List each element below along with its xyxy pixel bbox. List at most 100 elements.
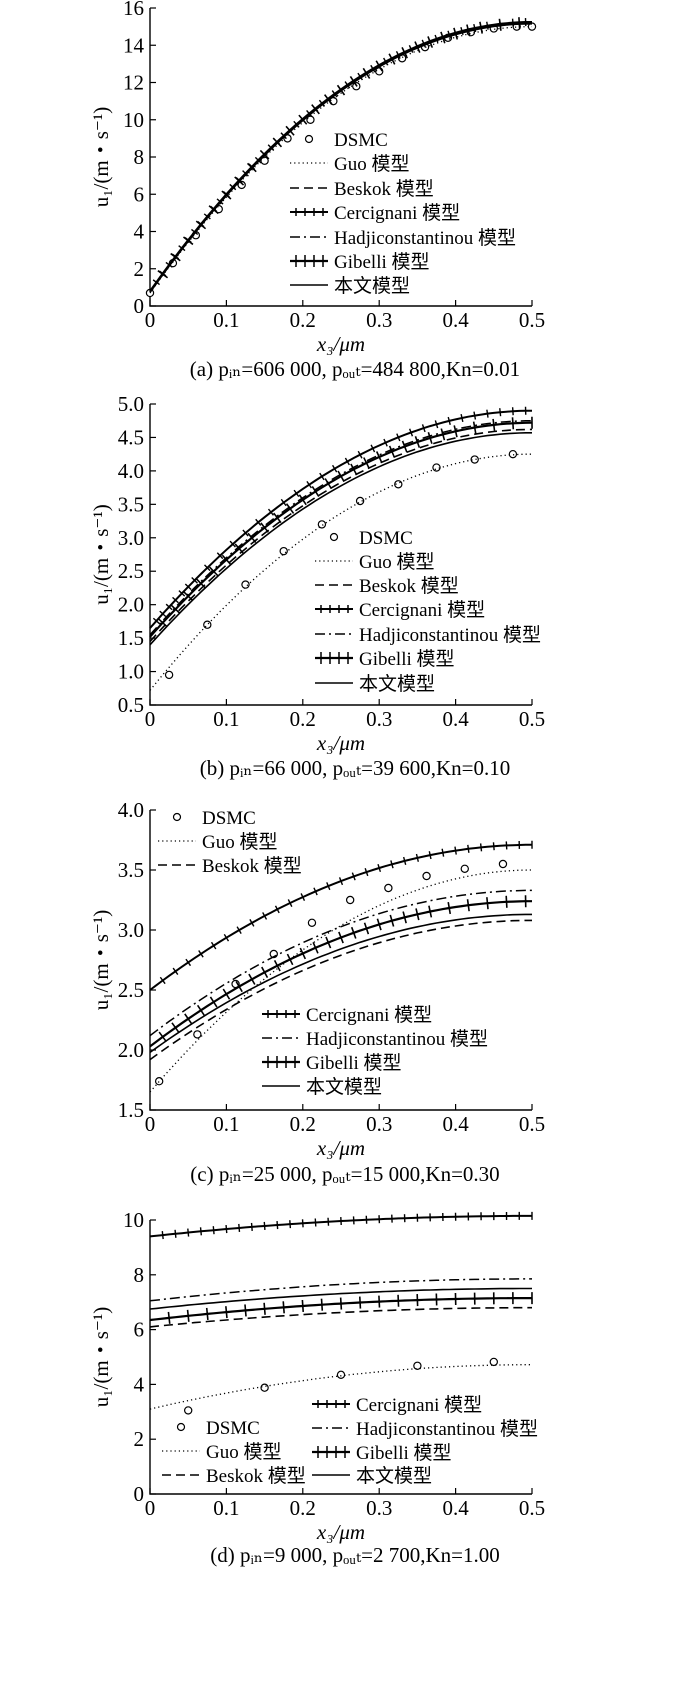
series-marker-tick (427, 431, 433, 444)
data-point-dsmc (489, 1357, 498, 1367)
series-marker-tick (184, 1013, 193, 1025)
legend-marker-dsmc (176, 1422, 186, 1432)
legend-entry-gibelli: Gibelli 模型 (334, 251, 430, 273)
series-marker-tick (298, 494, 307, 506)
series-marker-tick (157, 618, 168, 628)
series-marker-tick (312, 942, 319, 954)
series-marker-tick (255, 518, 262, 526)
series-marker-tick (377, 864, 382, 873)
y-axis-label: u₁/(m・s⁻¹) (89, 1307, 113, 1408)
y-tick-label: 4.5 (118, 425, 144, 449)
legend-entry-beskok: Beskok 模型 (334, 178, 434, 200)
series-line-present (149, 1287, 532, 1310)
series-marker-tick (250, 1222, 253, 1231)
series-marker-tick (172, 596, 179, 604)
series-line-beskok (149, 428, 533, 643)
data-point-dsmc (193, 1030, 202, 1039)
series-marker-tick (273, 960, 281, 972)
legend-entry-gibelli: Gibelli 模型 (306, 1052, 402, 1074)
legend-entry-gibelli: Gibelli 模型 (356, 1442, 452, 1464)
panel-caption: (c) pᵢₙ=25 000, pₒᵤₜ=15 000,Kn=0.30 (190, 1162, 499, 1186)
series-marker-tick (370, 444, 376, 453)
series-marker-tick (427, 36, 434, 48)
series-marker-tick (434, 420, 439, 429)
series-marker-tick (209, 996, 218, 1008)
series-marker-tick (337, 470, 345, 482)
series-marker-tick (492, 842, 495, 851)
data-point-dsmc (154, 1076, 164, 1086)
y-tick-label: 5.0 (118, 392, 144, 416)
series-marker-tick (453, 27, 459, 40)
series-line-cercignani (149, 409, 532, 629)
series-marker-tick (401, 440, 408, 453)
series-marker-tick (324, 478, 333, 490)
series-line-beskok (149, 919, 532, 1061)
series-marker-tick (187, 1228, 190, 1237)
series-marker-tick (472, 421, 477, 434)
data-point-dsmc (241, 580, 250, 589)
series-marker-tick (375, 451, 383, 463)
legend-entry-beskok: Beskok 模型 (359, 575, 459, 597)
y-tick-label: 8 (134, 1263, 145, 1287)
series-marker-tick (402, 856, 407, 865)
series-marker-tick (225, 1306, 228, 1319)
x-tick-label: 0.1 (213, 308, 239, 332)
data-point-dsmc (345, 895, 355, 905)
series-marker-tick (388, 445, 395, 458)
series-marker-tick (350, 463, 358, 476)
data-point-dsmc (183, 1406, 193, 1415)
y-tick-label: 1.5 (118, 626, 144, 650)
series-marker-tick (383, 438, 388, 447)
panel-caption: (d) pᵢₙ=9 000, pₒᵤₜ=2 700,Kn=1.00 (210, 1543, 500, 1567)
series-marker-tick (344, 457, 350, 466)
series-marker-tick (363, 922, 370, 935)
x-axis-label: x₃/μm (316, 332, 365, 356)
series-marker-tick (389, 914, 395, 927)
y-tick-label: 10 (123, 1208, 144, 1232)
y-axis-label: u₁/(m・s⁻¹) (89, 107, 113, 208)
series-marker-tick (165, 603, 173, 611)
x-tick-label: 0.5 (519, 1112, 545, 1136)
y-tick-label: 2.5 (118, 559, 144, 583)
series-marker-tick (311, 485, 320, 497)
x-tick-label: 0.1 (213, 1496, 239, 1520)
x-tick-label: 0.4 (442, 1112, 469, 1136)
x-tick-label: 0 (145, 308, 156, 332)
series-line-guo (149, 869, 533, 1093)
series-marker-tick (467, 844, 470, 853)
x-tick-label: 0.1 (213, 707, 239, 731)
series-marker-tick (479, 21, 484, 34)
y-tick-label: 3.5 (118, 858, 144, 882)
data-point-dsmc (307, 918, 317, 928)
data-point-dsmc (432, 463, 441, 472)
series-marker-tick (447, 901, 452, 915)
series-marker-tick (351, 872, 356, 881)
legend-entry-dsmc: DSMC (359, 528, 413, 549)
series-marker-tick (440, 428, 446, 441)
legend-entry-cercignani: Cercignani 模型 (356, 1394, 482, 1416)
y-tick-label: 10 (123, 108, 144, 132)
legend-entry-guo: Guo 模型 (334, 153, 409, 175)
series-marker-tick (159, 610, 167, 618)
data-point-dsmc (470, 455, 479, 464)
series-marker-tick (306, 480, 312, 489)
series-marker-tick (184, 583, 192, 591)
series-marker-tick (236, 926, 242, 934)
series-marker-tick (158, 1031, 167, 1043)
series-marker-tick (234, 543, 244, 554)
series-marker-tick (376, 918, 382, 931)
data-point-dsmc (260, 1383, 269, 1392)
series-marker-tick (300, 893, 306, 901)
legend-entry-beskok: Beskok 模型 (206, 1465, 306, 1487)
x-tick-label: 0 (145, 1496, 156, 1520)
x-tick-label: 0.2 (290, 308, 316, 332)
legend-entry-hadji: Hadjiconstantinou 模型 (359, 624, 541, 646)
series-marker-tick (331, 464, 338, 473)
series-marker-tick (415, 908, 420, 921)
series-marker-tick (338, 877, 344, 886)
x-tick-label: 0.3 (366, 308, 392, 332)
series-marker-tick (313, 887, 318, 896)
y-axis-label: u₁/(m・s⁻¹) (89, 504, 113, 605)
series-marker-tick (466, 899, 470, 912)
